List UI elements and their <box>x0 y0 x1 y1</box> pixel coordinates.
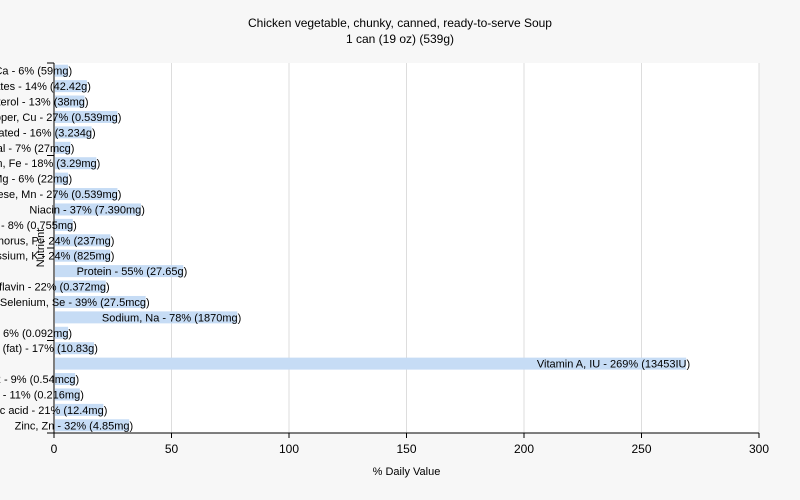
bar-label: Vitamin A, IU - 269% (13453IU) <box>537 359 690 371</box>
bar <box>55 157 97 170</box>
x-tick-label: 150 <box>396 442 416 456</box>
bar <box>55 249 111 262</box>
bar-label: Vitamin B-12 - 9% (0.54mcg) <box>0 374 79 386</box>
bar <box>55 141 71 154</box>
bar-label: Fatty acids, total saturated - 16% (3.23… <box>0 127 96 139</box>
chart-subtitle: 1 can (19 oz) (539g) <box>345 32 455 46</box>
bar <box>55 326 69 339</box>
bar <box>55 342 94 355</box>
bar-label: Iron, Fe - 18% (3.29mg) <box>0 158 100 170</box>
bar <box>55 373 76 386</box>
bar <box>55 403 104 416</box>
bar <box>55 126 92 139</box>
bar <box>55 80 87 93</box>
x-tick-label: 50 <box>165 442 179 456</box>
bar-label: Riboflavin - 22% (0.372mg) <box>0 282 110 294</box>
bar-label: Vitamin B-6 - 11% (0.216mg) <box>0 389 84 401</box>
x-tick-label: 0 <box>51 442 58 456</box>
bar-label: Potassium, K - 24% (825mg) <box>0 251 114 263</box>
bar <box>55 218 73 231</box>
bar <box>55 311 238 324</box>
bar <box>55 357 687 370</box>
x-tick-label: 100 <box>279 442 299 456</box>
bar <box>55 110 118 123</box>
chart-title: Chicken vegetable, chunky, canned, ready… <box>248 16 552 30</box>
bar <box>55 95 85 108</box>
bar-label: Niacin - 37% (7.390mg) <box>29 204 145 216</box>
bar <box>55 172 69 185</box>
bar-label: Pantothenic acid - 8% (0.755mg) <box>0 220 77 232</box>
bar-label: Copper, Cu - 27% (0.539mg) <box>0 112 121 124</box>
bar-label: Phosphorus, P - 24% (237mg) <box>0 235 114 247</box>
bar-label: Protein - 55% (27.65g) <box>77 266 188 278</box>
bar <box>55 64 69 77</box>
bar-label: Manganese, Mn - 27% (0.539mg) <box>0 189 121 201</box>
bar-label: Magnesium, Mg - 6% (22mg) <box>0 174 72 186</box>
y-axis-label: Nutrient <box>35 228 47 268</box>
bar <box>55 295 146 308</box>
bar-label: Total lipid (fat) - 17% (10.83g) <box>0 343 98 355</box>
bar-label: Zinc, Zn - 32% (4.85mg) <box>15 420 134 432</box>
bar <box>55 419 130 432</box>
bar-label: Thiamin - 6% (0.092mg) <box>0 328 72 340</box>
bar <box>55 234 111 247</box>
bar <box>55 203 141 216</box>
bar <box>55 280 106 293</box>
x-tick-label: 250 <box>631 442 651 456</box>
x-axis-label: % Daily Value <box>372 466 441 478</box>
x-tick-label: 300 <box>749 442 769 456</box>
bar <box>55 265 184 278</box>
bar-label: Cholesterol - 13% (38mg) <box>0 97 89 109</box>
bar-label: Carbohydrates - 14% (42.42g) <box>0 81 91 93</box>
bar-label: Sodium, Na - 78% (1870mg) <box>102 312 241 324</box>
bar <box>55 188 118 201</box>
bar-label: Folate, total - 7% (27mcg) <box>0 143 74 155</box>
x-tick-label: 200 <box>514 442 534 456</box>
bar-label: Selenium, Se - 39% (27.5mcg) <box>0 297 150 309</box>
bar-label: Calcium, Ca - 6% (59mg) <box>0 66 72 78</box>
bar <box>55 388 80 401</box>
